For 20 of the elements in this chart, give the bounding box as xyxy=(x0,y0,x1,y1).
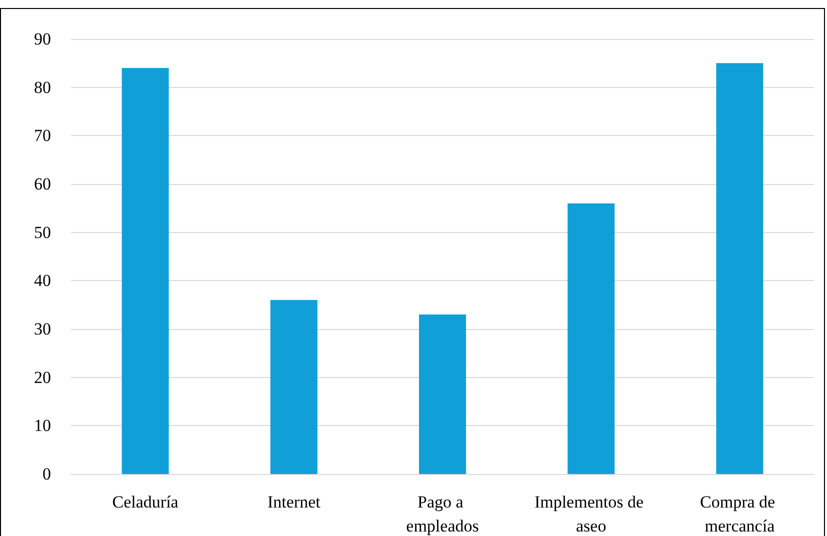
y-tick-label: 40 xyxy=(34,271,51,290)
x-tick-label: Celaduría xyxy=(112,492,179,512)
x-tick-label: Internet xyxy=(267,492,321,512)
bar xyxy=(270,300,318,474)
x-tick-label: Compra de mercancía xyxy=(700,492,780,536)
bar xyxy=(568,203,615,474)
y-tick-label: 80 xyxy=(34,78,51,97)
y-tick-label: 0 xyxy=(42,464,51,484)
bar xyxy=(122,68,169,474)
y-tick-label: 10 xyxy=(34,416,51,436)
y-tick-label: 20 xyxy=(34,368,51,387)
y-tick-label: 30 xyxy=(34,320,51,338)
y-tick-label: 90 xyxy=(34,30,51,48)
x-tick-label: Pago a empleados xyxy=(406,492,479,536)
x-tick-label: Implementos de aseo xyxy=(534,492,648,536)
y-tick-label: 60 xyxy=(34,174,51,194)
y-tick-label: 70 xyxy=(34,126,51,146)
bar xyxy=(419,314,466,474)
bar xyxy=(716,63,764,474)
y-tick-label: 50 xyxy=(34,222,51,242)
